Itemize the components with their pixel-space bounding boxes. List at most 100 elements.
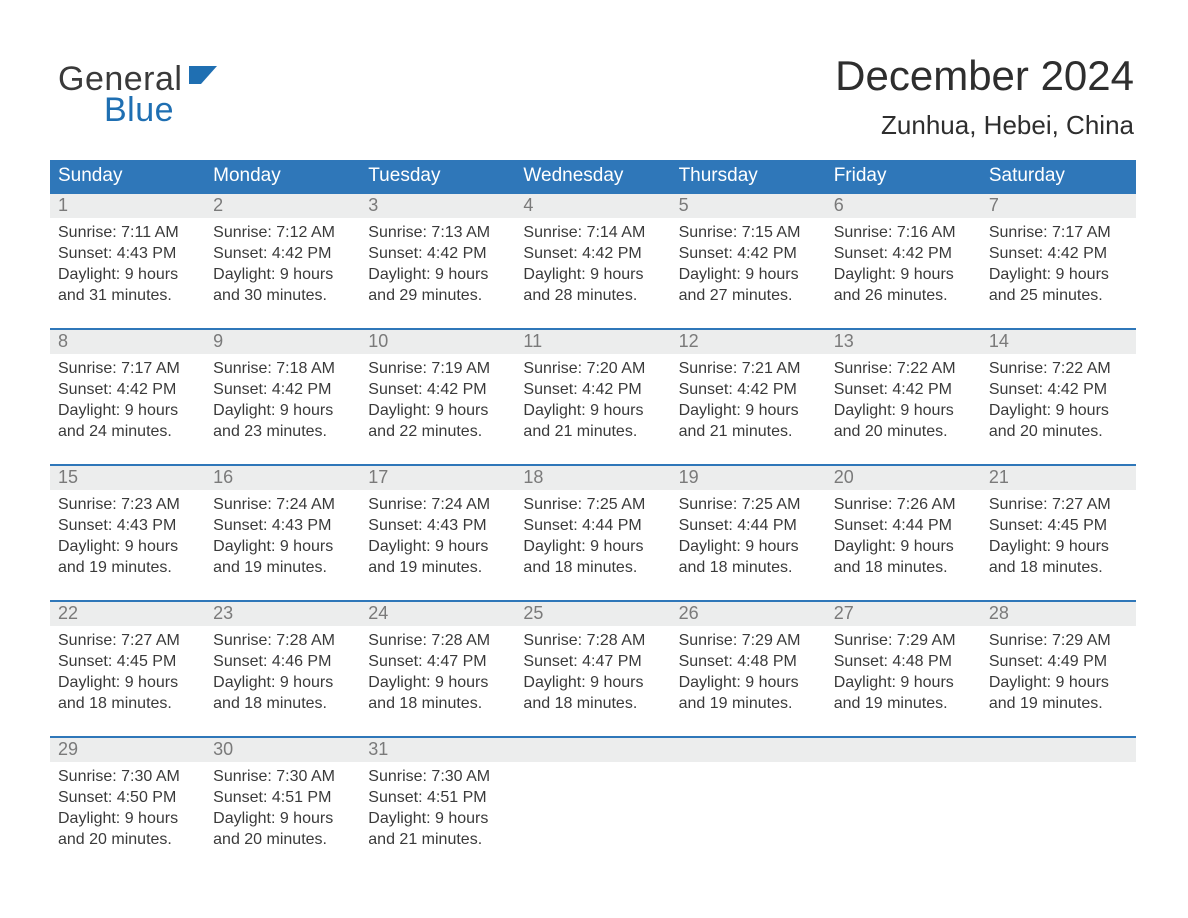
sunset-line: Sunset: 4:42 PM [834,243,973,264]
daylight-line-1: Daylight: 9 hours [368,264,507,285]
day-body: Sunrise: 7:25 AMSunset: 4:44 PMDaylight:… [515,490,670,578]
sunrise-line: Sunrise: 7:22 AM [989,358,1128,379]
day-body: Sunrise: 7:22 AMSunset: 4:42 PMDaylight:… [981,354,1136,442]
day-body: Sunrise: 7:19 AMSunset: 4:42 PMDaylight:… [360,354,515,442]
day-number: 3 [360,192,515,218]
daylight-line-1: Daylight: 9 hours [58,808,197,829]
day-number: 2 [205,192,360,218]
calendar-day-cell: 16Sunrise: 7:24 AMSunset: 4:43 PMDayligh… [205,464,360,600]
calendar-day-cell: 3Sunrise: 7:13 AMSunset: 4:42 PMDaylight… [360,192,515,328]
day-number: 21 [981,464,1136,490]
daylight-line-1: Daylight: 9 hours [368,808,507,829]
calendar-day-cell: 25Sunrise: 7:28 AMSunset: 4:47 PMDayligh… [515,600,670,736]
logo: General Blue [58,60,217,130]
day-header: Wednesday [515,160,670,192]
day-body: Sunrise: 7:23 AMSunset: 4:43 PMDaylight:… [50,490,205,578]
sunset-line: Sunset: 4:42 PM [58,379,197,400]
calendar-day-cell: 4Sunrise: 7:14 AMSunset: 4:42 PMDaylight… [515,192,670,328]
day-header: Monday [205,160,360,192]
day-header: Saturday [981,160,1136,192]
empty-day-bar [671,736,826,762]
daylight-line-1: Daylight: 9 hours [989,672,1128,693]
sunrise-line: Sunrise: 7:23 AM [58,494,197,515]
day-body: Sunrise: 7:24 AMSunset: 4:43 PMDaylight:… [205,490,360,578]
daylight-line-2: and 22 minutes. [368,421,507,442]
day-body: Sunrise: 7:13 AMSunset: 4:42 PMDaylight:… [360,218,515,306]
daylight-line-2: and 18 minutes. [679,557,818,578]
day-body: Sunrise: 7:27 AMSunset: 4:45 PMDaylight:… [981,490,1136,578]
calendar-week-row: 22Sunrise: 7:27 AMSunset: 4:45 PMDayligh… [50,600,1136,736]
calendar-day-cell: 27Sunrise: 7:29 AMSunset: 4:48 PMDayligh… [826,600,981,736]
calendar-day-cell: 30Sunrise: 7:30 AMSunset: 4:51 PMDayligh… [205,736,360,872]
calendar-day-cell: 18Sunrise: 7:25 AMSunset: 4:44 PMDayligh… [515,464,670,600]
daylight-line-1: Daylight: 9 hours [213,672,352,693]
day-number: 13 [826,328,981,354]
day-number: 16 [205,464,360,490]
daylight-line-2: and 25 minutes. [989,285,1128,306]
sunrise-line: Sunrise: 7:17 AM [58,358,197,379]
calendar-day-cell: 7Sunrise: 7:17 AMSunset: 4:42 PMDaylight… [981,192,1136,328]
sunrise-line: Sunrise: 7:18 AM [213,358,352,379]
sunset-line: Sunset: 4:50 PM [58,787,197,808]
calendar-day-cell: 15Sunrise: 7:23 AMSunset: 4:43 PMDayligh… [50,464,205,600]
calendar-day-cell: 1Sunrise: 7:11 AMSunset: 4:43 PMDaylight… [50,192,205,328]
daylight-line-2: and 30 minutes. [213,285,352,306]
sunrise-line: Sunrise: 7:28 AM [213,630,352,651]
daylight-line-2: and 20 minutes. [58,829,197,850]
day-header: Friday [826,160,981,192]
daylight-line-1: Daylight: 9 hours [679,400,818,421]
day-body: Sunrise: 7:28 AMSunset: 4:47 PMDaylight:… [515,626,670,714]
calendar-day-cell: 23Sunrise: 7:28 AMSunset: 4:46 PMDayligh… [205,600,360,736]
day-body: Sunrise: 7:18 AMSunset: 4:42 PMDaylight:… [205,354,360,442]
daylight-line-1: Daylight: 9 hours [58,400,197,421]
sunrise-line: Sunrise: 7:19 AM [368,358,507,379]
daylight-line-2: and 18 minutes. [213,693,352,714]
sunrise-line: Sunrise: 7:30 AM [213,766,352,787]
calendar-day-cell: 8Sunrise: 7:17 AMSunset: 4:42 PMDaylight… [50,328,205,464]
calendar-day-cell [826,736,981,872]
calendar-day-cell: 24Sunrise: 7:28 AMSunset: 4:47 PMDayligh… [360,600,515,736]
day-body: Sunrise: 7:29 AMSunset: 4:48 PMDaylight:… [671,626,826,714]
daylight-line-1: Daylight: 9 hours [989,400,1128,421]
daylight-line-2: and 23 minutes. [213,421,352,442]
calendar-day-cell: 13Sunrise: 7:22 AMSunset: 4:42 PMDayligh… [826,328,981,464]
calendar-day-cell: 21Sunrise: 7:27 AMSunset: 4:45 PMDayligh… [981,464,1136,600]
calendar-day-cell: 12Sunrise: 7:21 AMSunset: 4:42 PMDayligh… [671,328,826,464]
daylight-line-1: Daylight: 9 hours [58,536,197,557]
daylight-line-1: Daylight: 9 hours [989,264,1128,285]
header-right: December 2024 Zunhua, Hebei, China [835,52,1134,141]
daylight-line-1: Daylight: 9 hours [679,536,818,557]
sunrise-line: Sunrise: 7:17 AM [989,222,1128,243]
day-number: 17 [360,464,515,490]
sunset-line: Sunset: 4:44 PM [523,515,662,536]
day-body: Sunrise: 7:12 AMSunset: 4:42 PMDaylight:… [205,218,360,306]
location: Zunhua, Hebei, China [835,110,1134,141]
day-body: Sunrise: 7:30 AMSunset: 4:51 PMDaylight:… [205,762,360,850]
daylight-line-1: Daylight: 9 hours [368,536,507,557]
daylight-line-2: and 19 minutes. [989,693,1128,714]
day-body: Sunrise: 7:29 AMSunset: 4:48 PMDaylight:… [826,626,981,714]
day-header-row: Sunday Monday Tuesday Wednesday Thursday… [50,160,1136,192]
day-body: Sunrise: 7:15 AMSunset: 4:42 PMDaylight:… [671,218,826,306]
empty-day-bar [981,736,1136,762]
day-body: Sunrise: 7:16 AMSunset: 4:42 PMDaylight:… [826,218,981,306]
sunset-line: Sunset: 4:42 PM [989,243,1128,264]
sunrise-line: Sunrise: 7:14 AM [523,222,662,243]
sunset-line: Sunset: 4:42 PM [679,379,818,400]
calendar-day-cell: 9Sunrise: 7:18 AMSunset: 4:42 PMDaylight… [205,328,360,464]
calendar-day-cell: 20Sunrise: 7:26 AMSunset: 4:44 PMDayligh… [826,464,981,600]
daylight-line-1: Daylight: 9 hours [523,672,662,693]
sunrise-line: Sunrise: 7:29 AM [989,630,1128,651]
daylight-line-2: and 18 minutes. [523,693,662,714]
day-body: Sunrise: 7:22 AMSunset: 4:42 PMDaylight:… [826,354,981,442]
sunrise-line: Sunrise: 7:22 AM [834,358,973,379]
calendar-week-row: 1Sunrise: 7:11 AMSunset: 4:43 PMDaylight… [50,192,1136,328]
day-number: 9 [205,328,360,354]
sunset-line: Sunset: 4:51 PM [213,787,352,808]
daylight-line-2: and 31 minutes. [58,285,197,306]
sunset-line: Sunset: 4:42 PM [368,243,507,264]
calendar-day-cell [671,736,826,872]
day-number: 22 [50,600,205,626]
daylight-line-2: and 19 minutes. [58,557,197,578]
daylight-line-1: Daylight: 9 hours [58,264,197,285]
